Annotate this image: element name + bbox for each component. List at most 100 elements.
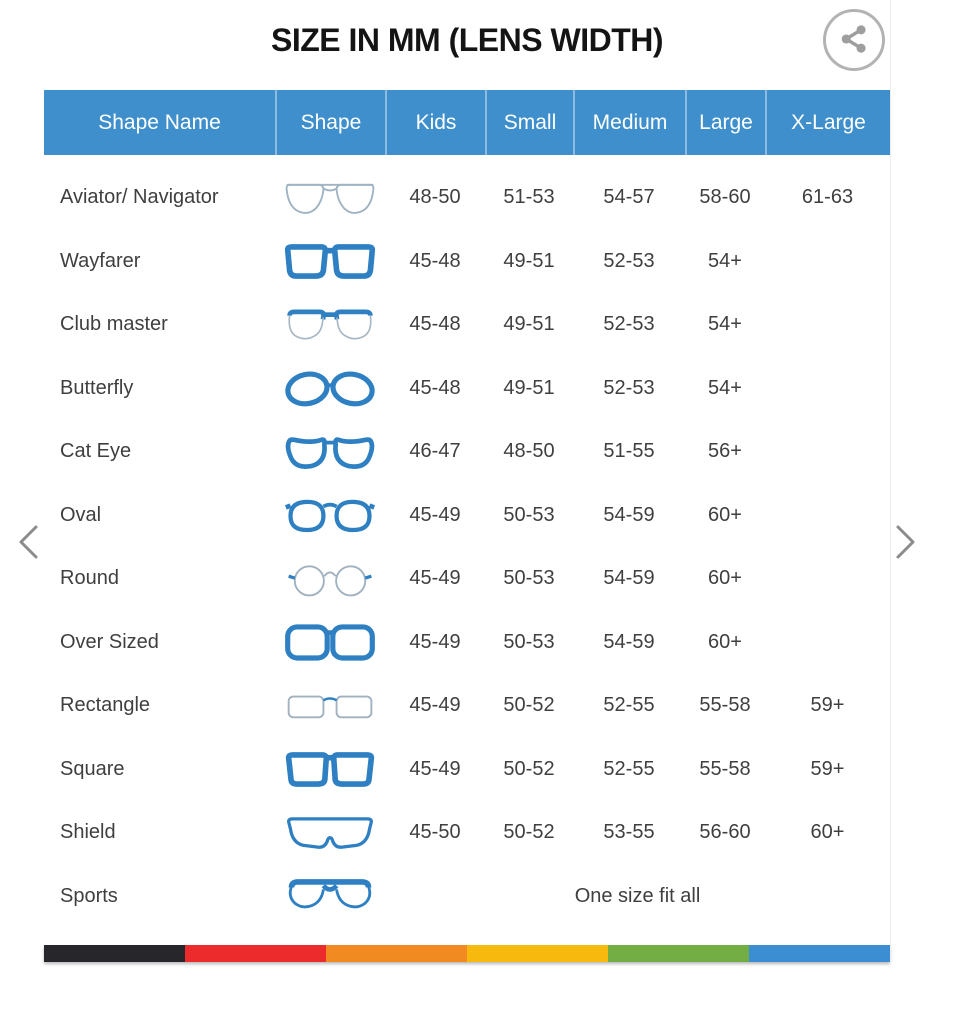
size-cell: 53-55 — [603, 821, 655, 844]
size-cell: 55-58 — [699, 757, 751, 780]
size-cell: 54-59 — [603, 503, 655, 526]
footer-color-stripe — [44, 945, 890, 962]
table-row: Rectangle 45-49 50-52 52-55 55-58 59+ — [44, 674, 890, 738]
size-cell: 50-52 — [503, 821, 555, 844]
oversized-glasses-icon — [275, 620, 385, 664]
size-cell: 52-55 — [603, 694, 655, 717]
size-cell: 45-49 — [409, 694, 461, 717]
table-row: Shield 45-50 50-52 53-55 56-60 60+ — [44, 801, 890, 865]
size-cell: 54-59 — [603, 630, 655, 653]
card-right-edge — [890, 0, 891, 962]
size-cell: 60+ — [708, 567, 742, 590]
shape-name-label: Sports — [60, 884, 118, 907]
stripe-segment — [608, 945, 749, 962]
wayfarer-glasses-icon — [275, 239, 385, 283]
shape-name-label: Round — [60, 567, 119, 590]
size-cell: 52-53 — [603, 249, 655, 272]
table-row: Square 45-49 50-52 52-55 55-58 59+ — [44, 738, 890, 802]
column-header-x-large: X-Large — [765, 90, 890, 155]
size-cell: 50-53 — [503, 503, 555, 526]
size-cell: 48-50 — [503, 440, 555, 463]
size-cell: 54-57 — [603, 186, 655, 209]
table-row: Aviator/ Navigator 48-50 51-53 54-57 58-… — [44, 166, 890, 230]
size-cell: 45-49 — [409, 757, 461, 780]
size-cell: 52-53 — [603, 313, 655, 336]
column-header-shape: Shape — [275, 90, 385, 155]
size-cell: 50-52 — [503, 694, 555, 717]
size-cell: 45-49 — [409, 503, 461, 526]
size-cell: 55-58 — [699, 694, 751, 717]
square-glasses-icon — [275, 747, 385, 791]
size-cell: 50-53 — [503, 630, 555, 653]
shape-name-label: Square — [60, 757, 125, 780]
table-row: Oval 45-49 50-53 54-59 60+ — [44, 484, 890, 548]
butterfly-glasses-icon — [275, 366, 385, 410]
column-header-medium: Medium — [573, 90, 685, 155]
one-size-note: One size fit all — [574, 884, 701, 907]
chevron-right-icon — [894, 525, 918, 563]
size-cell: 56-60 — [699, 821, 751, 844]
size-cell: 56+ — [708, 440, 742, 463]
table-row: Club master 45-48 49-51 52-53 54+ — [44, 293, 890, 357]
size-cell: 45-49 — [409, 567, 461, 590]
size-cell: 46-47 — [409, 440, 461, 463]
size-cell: 52-55 — [603, 757, 655, 780]
cateye-glasses-icon — [275, 430, 385, 474]
page-title: SIZE IN MM (LENS WIDTH) — [270, 22, 664, 58]
table-row: Round 45-49 50-53 54-59 60+ — [44, 547, 890, 611]
shape-name-label: Over Sized — [60, 630, 159, 653]
size-cell: 49-51 — [503, 249, 555, 272]
size-cell: 60+ — [708, 503, 742, 526]
stripe-segment — [749, 945, 890, 962]
size-cell: 52-53 — [603, 376, 655, 399]
oval-glasses-icon — [275, 493, 385, 537]
shape-name-label: Butterfly — [60, 376, 134, 399]
chevron-left-icon — [16, 525, 40, 563]
size-cell: 45-48 — [409, 376, 461, 399]
size-cell: 60+ — [810, 821, 845, 844]
stripe-segment — [467, 945, 608, 962]
share-icon — [837, 22, 871, 59]
shape-name-label: Club master — [60, 313, 168, 336]
table-row: Over Sized 45-49 50-53 54-59 60+ — [44, 611, 890, 675]
size-cell: 54+ — [708, 249, 742, 272]
size-cell: 58-60 — [699, 186, 751, 209]
size-cell: 51-53 — [503, 186, 555, 209]
table-row: Wayfarer 45-48 49-51 52-53 54+ — [44, 230, 890, 294]
shield-glasses-icon — [275, 811, 385, 855]
size-cell: 49-51 — [503, 376, 555, 399]
size-cell: 54+ — [708, 313, 742, 336]
size-cell: 45-48 — [409, 313, 461, 336]
size-cell: 50-52 — [503, 757, 555, 780]
size-cell: 54+ — [708, 376, 742, 399]
stripe-segment — [44, 945, 185, 962]
column-header-shape-name: Shape Name — [98, 110, 221, 134]
size-cell: 60+ — [708, 630, 742, 653]
size-table-body: Aviator/ Navigator 48-50 51-53 54-57 58-… — [44, 166, 890, 928]
table-row: Cat Eye 46-47 48-50 51-55 56+ — [44, 420, 890, 484]
stripe-segment — [326, 945, 467, 962]
shape-name-label: Shield — [60, 821, 116, 844]
shape-name-label: Rectangle — [60, 694, 151, 717]
size-cell: 54-59 — [603, 567, 655, 590]
round-glasses-icon — [275, 557, 385, 601]
shape-name-label: Oval — [60, 503, 102, 526]
carousel-next-button[interactable] — [894, 524, 918, 563]
shape-name-label: Aviator/ Navigator — [60, 186, 219, 209]
carousel-prev-button[interactable] — [16, 524, 40, 563]
rectangle-glasses-icon — [275, 684, 385, 728]
clubmaster-glasses-icon — [275, 303, 385, 347]
table-row: Sports One size fit all — [44, 865, 890, 929]
size-cell: 61-63 — [801, 186, 854, 209]
size-cell: 45-49 — [409, 630, 461, 653]
share-button[interactable] — [823, 9, 885, 71]
table-header: Shape Name Shape Kids Small Medium Large… — [44, 90, 890, 155]
size-cell: 49-51 — [503, 313, 555, 336]
column-header-small: Small — [485, 90, 573, 155]
size-cell: 45-50 — [409, 821, 461, 844]
column-header-large: Large — [685, 90, 765, 155]
shape-name-label: Wayfarer — [60, 249, 141, 272]
table-row: Butterfly 45-48 49-51 52-53 54+ — [44, 357, 890, 421]
aviator-glasses-icon — [275, 176, 385, 220]
sports-glasses-icon — [275, 874, 385, 918]
